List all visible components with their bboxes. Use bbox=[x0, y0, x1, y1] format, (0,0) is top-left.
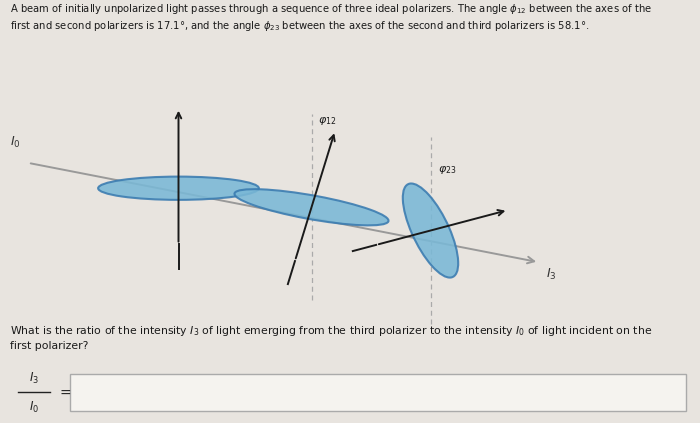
Text: $I_3$: $I_3$ bbox=[546, 266, 556, 282]
FancyBboxPatch shape bbox=[70, 374, 686, 411]
Text: $I_0$: $I_0$ bbox=[10, 135, 21, 150]
Text: $\varphi_{12}$: $\varphi_{12}$ bbox=[318, 115, 337, 127]
Ellipse shape bbox=[98, 177, 259, 200]
Text: $\varphi_{23}$: $\varphi_{23}$ bbox=[438, 164, 456, 176]
Text: What is the ratio of the intensity $I_3$ of light emerging from the third polari: What is the ratio of the intensity $I_3$… bbox=[10, 324, 652, 338]
Text: $I_3$: $I_3$ bbox=[29, 371, 38, 386]
Text: $I_0$: $I_0$ bbox=[29, 400, 38, 415]
Ellipse shape bbox=[234, 189, 388, 225]
Ellipse shape bbox=[402, 184, 458, 277]
Text: first polarizer?: first polarizer? bbox=[10, 341, 89, 351]
Text: A beam of initially unpolarized light passes through a sequence of three ideal p: A beam of initially unpolarized light pa… bbox=[10, 2, 652, 16]
Text: first and second polarizers is 17.1°, and the angle $\phi_{23}$ between the axes: first and second polarizers is 17.1°, an… bbox=[10, 19, 589, 33]
Text: $=$: $=$ bbox=[57, 385, 72, 399]
